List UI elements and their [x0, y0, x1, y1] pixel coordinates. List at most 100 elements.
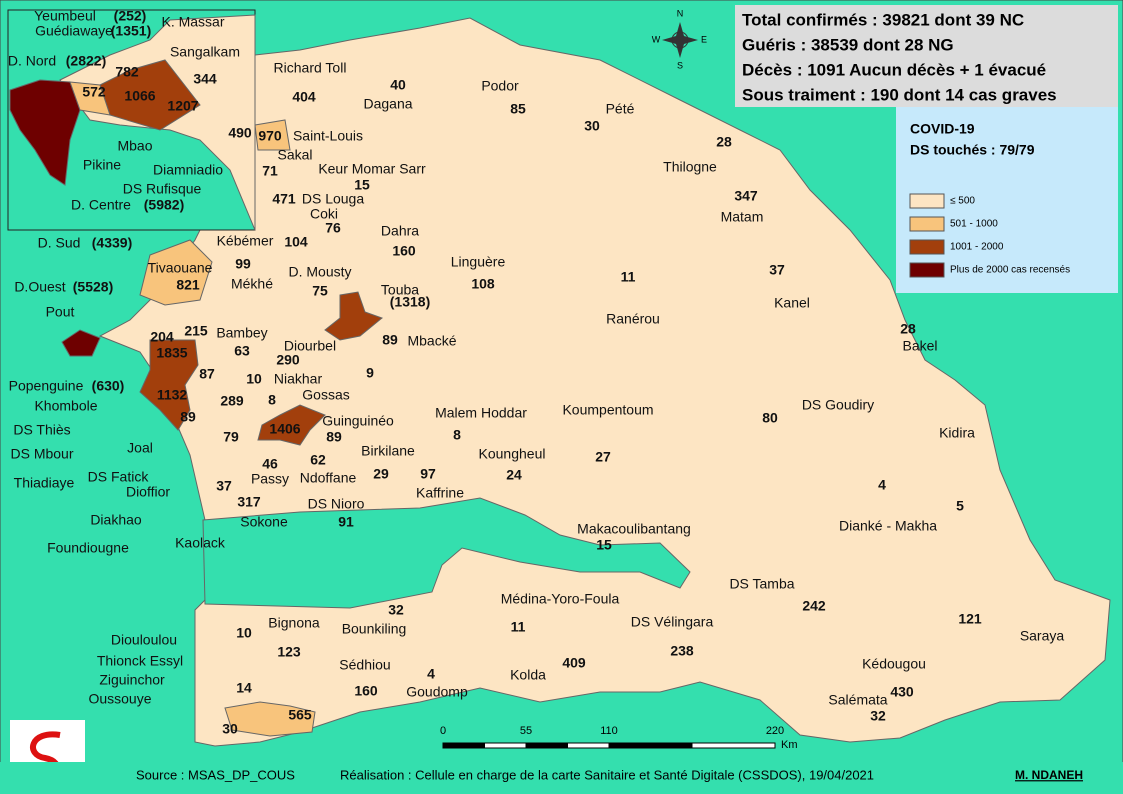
place-name: Richard Toll	[274, 60, 347, 76]
case-count: 28	[900, 321, 916, 337]
place-name: Diakhao	[90, 512, 142, 528]
case-count: 108	[471, 276, 495, 292]
case-count: 430	[890, 684, 914, 700]
scale-segment	[608, 742, 693, 749]
case-count: 970	[258, 128, 282, 144]
case-count: (1318)	[390, 294, 430, 310]
place-name: K. Massar	[161, 14, 224, 30]
place-name: Ranérou	[606, 311, 660, 327]
place-name: Yeumbeul	[34, 8, 96, 24]
place-name: Joal	[127, 440, 153, 456]
case-count: 27	[595, 449, 611, 465]
place-name: Ndoffane	[300, 470, 357, 486]
place-name: Saint-Louis	[293, 128, 363, 144]
place-name: Podor	[481, 78, 519, 94]
legend-swatch	[909, 239, 945, 255]
place-name: Mbao	[117, 138, 152, 154]
place-name: Kidira	[939, 425, 975, 441]
case-count: 4	[878, 477, 886, 493]
place-name: DS Rufisque	[123, 181, 202, 197]
place-name: Médina-Yoro-Foula	[501, 591, 620, 607]
header-line: Guéris : 38539 dont 28 NG	[742, 35, 954, 54]
place-name: D. Mousty	[288, 264, 351, 280]
case-count: 242	[802, 598, 826, 614]
case-count: (5528)	[73, 279, 113, 295]
case-count: 62	[310, 452, 326, 468]
place-name: D. Nord	[8, 53, 56, 69]
place-name: Mbacké	[407, 333, 456, 349]
legend-subtitle: DS touchés : 79/79	[910, 142, 1035, 158]
compass-letter: E	[701, 34, 707, 44]
place-name: Sédhiou	[339, 657, 390, 673]
place-name: Mékhé	[231, 276, 273, 292]
scale-segment	[525, 742, 568, 749]
case-count: 89	[382, 332, 398, 348]
place-name: Linguère	[451, 254, 506, 270]
legend-label: 501 - 1000	[950, 219, 998, 230]
case-count: 204	[150, 329, 174, 345]
place-name: Birkilane	[361, 443, 415, 459]
case-count: (252)	[114, 8, 147, 24]
place-name: Dianké - Makha	[839, 518, 937, 534]
place-name: Foundiougne	[47, 540, 129, 556]
compass-letter: N	[677, 8, 684, 18]
place-name: Oussouye	[88, 691, 151, 707]
place-name: Saraya	[1020, 628, 1065, 644]
place-name: Goudomp	[406, 684, 468, 700]
case-count: 215	[184, 323, 208, 339]
place-name: Guédiawaye	[35, 23, 113, 39]
case-count: 104	[284, 234, 308, 250]
place-name: Guinguinéo	[322, 413, 394, 429]
place-name: Kédougou	[862, 656, 926, 672]
legend-swatch	[909, 193, 945, 209]
legend-swatch	[909, 262, 945, 278]
author: M. NDANEH	[1015, 768, 1083, 782]
place-name: Tivaouane	[148, 260, 213, 276]
place-name: Matam	[721, 209, 764, 225]
place-name: Thionck Essyl	[97, 653, 183, 669]
case-count: 1132	[157, 387, 188, 403]
place-name: Bambey	[216, 325, 267, 341]
credit: Réalisation : Cellule en charge de la ca…	[340, 767, 874, 782]
place-name: Pout	[46, 304, 75, 320]
place-name: Koungheul	[479, 446, 546, 462]
case-count: 821	[176, 277, 200, 293]
place-name: Thiadiaye	[14, 475, 75, 491]
case-count: 347	[734, 188, 758, 204]
case-count: 30	[222, 721, 238, 737]
case-count: 1207	[167, 98, 198, 114]
case-count: 238	[670, 643, 694, 659]
case-count: 89	[180, 409, 196, 425]
legend-label: 1001 - 2000	[950, 242, 1004, 253]
place-name: Bignona	[268, 615, 320, 631]
scale-tick: 110	[600, 725, 618, 737]
case-count: 1066	[124, 88, 155, 104]
case-count: 14	[236, 680, 252, 696]
place-name: Makacoulibantang	[577, 521, 691, 537]
case-count: 160	[392, 243, 416, 259]
place-name: Passy	[251, 471, 289, 487]
place-name: Kébémer	[217, 233, 274, 249]
case-count: 5	[956, 498, 964, 514]
legend-label: Plus de 2000 cas recensés	[950, 265, 1070, 276]
case-count: 160	[354, 683, 378, 699]
place-name: DS Nioro	[308, 496, 365, 512]
scale-unit: Km	[781, 739, 798, 751]
case-count: 490	[228, 125, 252, 141]
place-name: DS Goudiry	[802, 397, 874, 413]
place-name: Kanel	[774, 295, 810, 311]
case-count: 28	[716, 134, 732, 150]
case-count: 40	[390, 77, 406, 93]
case-count: 289	[220, 393, 244, 409]
scale-tick: 220	[766, 725, 784, 737]
case-count: 404	[292, 89, 316, 105]
place-name: Touba	[381, 282, 419, 298]
compass-letter: W	[652, 34, 661, 44]
case-count: 1835	[156, 345, 187, 361]
gambia	[202, 497, 691, 609]
scale-segment	[484, 742, 527, 749]
case-count: 8	[268, 392, 276, 408]
case-count: 29	[373, 466, 389, 482]
place-name: Gossas	[302, 387, 349, 403]
case-count: 572	[82, 84, 106, 100]
